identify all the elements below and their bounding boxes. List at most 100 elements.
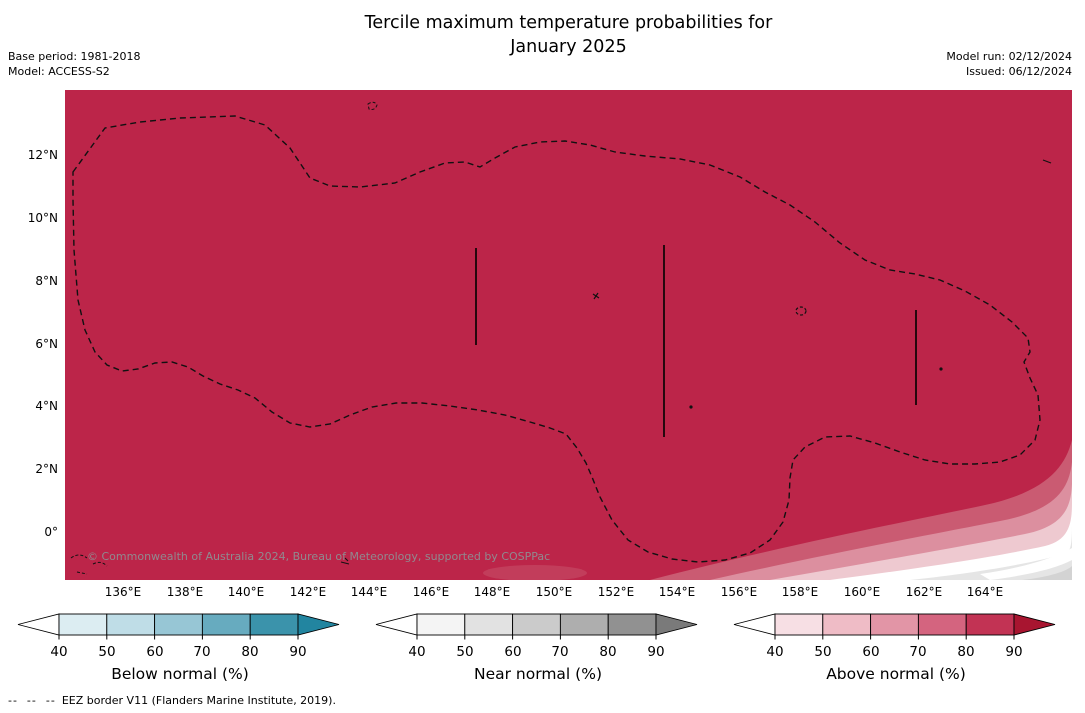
- colorbar-tick-label: 90: [647, 644, 665, 660]
- colorbar-tick-label: 50: [98, 644, 116, 660]
- colorbar-cell: [154, 613, 203, 636]
- colorbar-tick-label: 70: [909, 644, 927, 660]
- x-tick-label: 138°E: [166, 585, 204, 599]
- colorbar-cell: [464, 613, 514, 636]
- model-text: Model: ACCESS-S2: [8, 64, 110, 78]
- island-outline-3: [795, 306, 807, 316]
- island-outline-4: [1042, 159, 1052, 164]
- colorbar-above-normal: 40 50 60 70 80 90 Above normal (%): [731, 613, 1061, 693]
- x-tick-label: 152°E: [597, 585, 635, 599]
- colorbar-below-normal: 40 50 60 70 80 90 Below normal (%): [15, 613, 345, 693]
- colorbar-over-arrow: [297, 613, 340, 636]
- colorbar-cell: [559, 613, 609, 636]
- x-tick-label: 140°E: [227, 585, 265, 599]
- colorbar-cell: [201, 613, 251, 636]
- colorbar-tick-label: 80: [957, 644, 975, 660]
- x-tick-label: 164°E: [966, 585, 1004, 599]
- colorbar-cell: [607, 613, 657, 636]
- island-outline-6: [340, 557, 350, 565]
- eez-footnote: -- -- -- EEZ border V11 (Flanders Marine …: [8, 694, 336, 707]
- corner-band-white: [830, 502, 1072, 580]
- y-tick-label: 0°: [44, 525, 58, 539]
- colorbar-cell: [512, 613, 561, 636]
- contour-smudge: [483, 565, 587, 580]
- colorbar-cell: [822, 613, 872, 636]
- copyright-watermark: © Commonwealth of Australia 2024, Bureau…: [87, 550, 551, 563]
- colorbar-above-normal-bar: [733, 613, 1056, 640]
- x-tick-label: 144°E: [350, 585, 388, 599]
- corner-band-white-streak: [980, 548, 1072, 580]
- x-tick-label: 146°E: [412, 585, 450, 599]
- colorbar-cell: [870, 613, 919, 636]
- model-run-text: Model run: 02/12/2024: [946, 50, 1072, 63]
- colorbar-cell: [58, 613, 108, 636]
- corner-band-gray: [1022, 566, 1072, 580]
- y-tick-label: 12°N: [27, 148, 58, 162]
- island-outline-2: [592, 292, 600, 300]
- x-tick-label: 148°E: [473, 585, 511, 599]
- island-dot-1: [939, 367, 943, 371]
- probability-map: © Commonwealth of Australia 2024, Bureau…: [65, 90, 1072, 580]
- colorbar-tick-label: 60: [504, 644, 522, 660]
- colorbar-tick-label: 70: [193, 644, 211, 660]
- colorbar-under-arrow: [17, 613, 60, 636]
- map-fill: [65, 90, 1072, 580]
- island-dot-2: [689, 405, 693, 409]
- colorbar-cell: [416, 613, 466, 636]
- issued-text: Issued: 06/12/2024: [965, 64, 1072, 78]
- meta-right: Model run: 02/12/2024 Issued: 06/12/2024: [946, 50, 1072, 79]
- colorbar-cell: [965, 613, 1015, 636]
- colorbar-over-arrow: [1013, 613, 1056, 636]
- eez-border: [72, 115, 1041, 563]
- colorbar-under-arrow: [733, 613, 776, 636]
- colorbar-near-normal-label: Near normal (%): [474, 665, 602, 683]
- island-outline-5: [70, 554, 108, 575]
- colorbar-tick-label: 40: [50, 644, 68, 660]
- y-tick-label: 8°N: [35, 274, 58, 288]
- x-tick-label: 158°E: [781, 585, 819, 599]
- colorbar-near-normal-bar: [375, 613, 698, 640]
- colorbar-tick-label: 70: [551, 644, 569, 660]
- x-tick-label: 154°E: [658, 585, 696, 599]
- colorbar-under-arrow: [375, 613, 418, 636]
- island-outline-1: [367, 101, 378, 110]
- colorbar-cell: [774, 613, 824, 636]
- colorbar-near-normal: 40 50 60 70 80 90 Near normal (%): [373, 613, 703, 693]
- colorbar-tick-label: 90: [1005, 644, 1023, 660]
- y-tick-label: 10°N: [27, 211, 58, 225]
- y-tick-label: 4°N: [35, 399, 58, 413]
- colorbar-tick-label: 60: [146, 644, 164, 660]
- colorbar-below-normal-label: Below normal (%): [111, 665, 249, 683]
- figure-title-line2: January 2025: [510, 37, 627, 57]
- colorbar-tick-label: 50: [456, 644, 474, 660]
- x-tick-label: 150°E: [535, 585, 573, 599]
- eez-footnote-label: EEZ border V11 (Flanders Marine Institut…: [61, 694, 336, 707]
- figure-title-line1: Tercile maximum temperature probabilitie…: [364, 13, 773, 33]
- colorbar-below-normal-bar: [17, 613, 340, 640]
- x-tick-label: 136°E: [104, 585, 142, 599]
- colorbar-tick-label: 80: [241, 644, 259, 660]
- meta-left: Base period: 1981-2018 Model: ACCESS-S2: [8, 50, 140, 79]
- colorbar-tick-label: 40: [766, 644, 784, 660]
- colorbar-over-arrow: [655, 613, 698, 636]
- colorbar-tick-label: 40: [408, 644, 426, 660]
- colorbar-tick-label: 60: [862, 644, 880, 660]
- x-tick-label: 162°E: [905, 585, 943, 599]
- colorbar-tick-label: 80: [599, 644, 617, 660]
- x-tick-label: 156°E: [720, 585, 758, 599]
- figure-title: Tercile maximum temperature probabilitie…: [65, 11, 1072, 59]
- probability-map-canvas: [65, 90, 1072, 580]
- colorbar-cell: [106, 613, 156, 636]
- eez-dash-symbol: -- -- --: [8, 694, 56, 707]
- colorbar-tick-label: 50: [814, 644, 832, 660]
- colorbar-cell: [917, 613, 967, 636]
- y-tick-label: 2°N: [35, 462, 58, 476]
- y-tick-label: 6°N: [35, 337, 58, 351]
- base-period-text: Base period: 1981-2018: [8, 50, 141, 63]
- colorbar-tick-label: 90: [289, 644, 307, 660]
- x-tick-label: 142°E: [289, 585, 327, 599]
- colorbar-above-normal-label: Above normal (%): [826, 665, 966, 683]
- x-tick-label: 160°E: [843, 585, 881, 599]
- colorbar-cell: [249, 613, 299, 636]
